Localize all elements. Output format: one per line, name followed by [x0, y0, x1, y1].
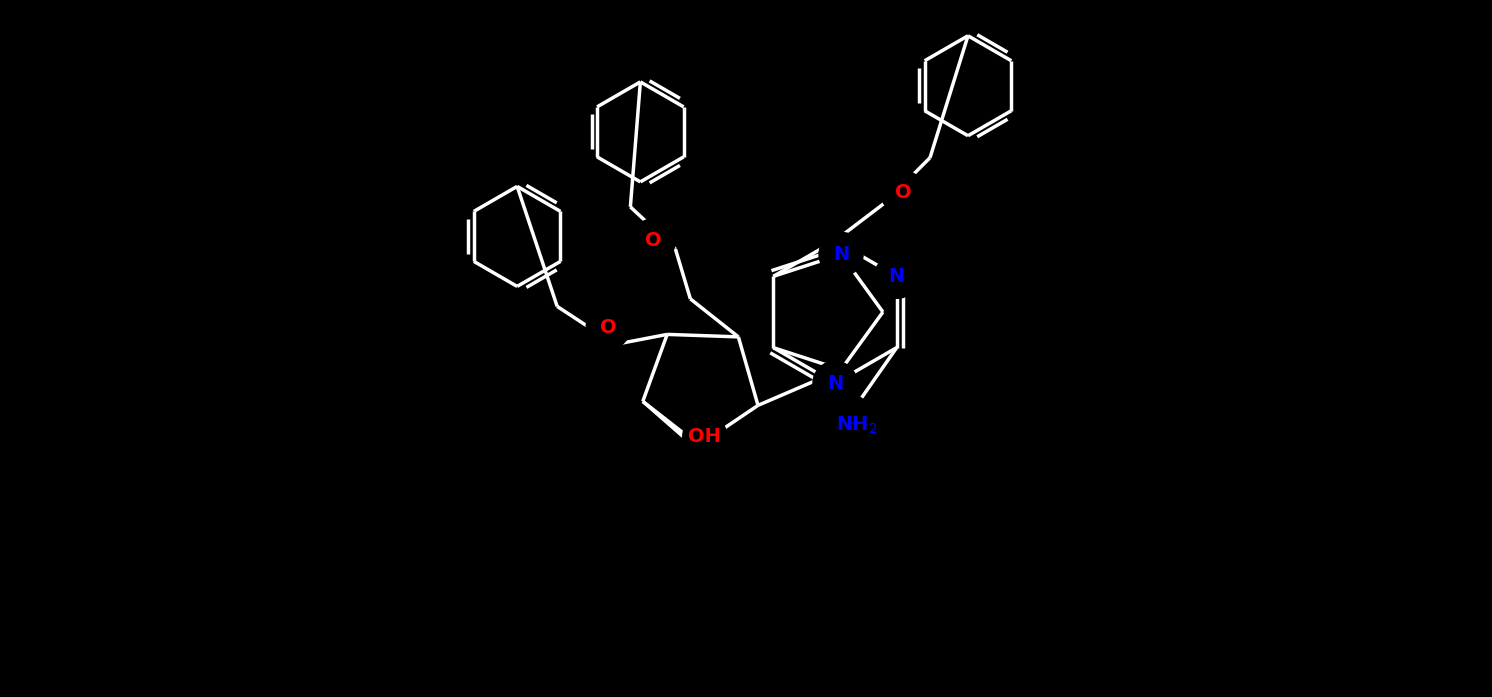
Circle shape	[880, 171, 925, 215]
Text: OH: OH	[688, 427, 721, 446]
Text: N: N	[827, 374, 843, 392]
Text: O: O	[895, 183, 912, 202]
Text: O: O	[645, 231, 661, 250]
Text: O: O	[895, 183, 912, 202]
Circle shape	[631, 219, 676, 263]
Text: N: N	[883, 262, 900, 281]
Text: OH: OH	[688, 427, 721, 446]
Circle shape	[834, 404, 879, 447]
Circle shape	[586, 305, 630, 349]
Circle shape	[683, 414, 727, 459]
Text: O: O	[600, 318, 616, 337]
Text: O: O	[645, 231, 661, 250]
Circle shape	[874, 254, 919, 298]
Circle shape	[819, 232, 862, 276]
Text: N: N	[836, 235, 850, 254]
Text: N: N	[889, 267, 904, 286]
Text: O: O	[600, 318, 616, 337]
Text: N: N	[833, 245, 849, 264]
Text: NH$_2$: NH$_2$	[836, 415, 877, 436]
Text: N: N	[822, 378, 839, 398]
Circle shape	[813, 361, 856, 405]
Text: NH$_2$: NH$_2$	[836, 415, 877, 436]
